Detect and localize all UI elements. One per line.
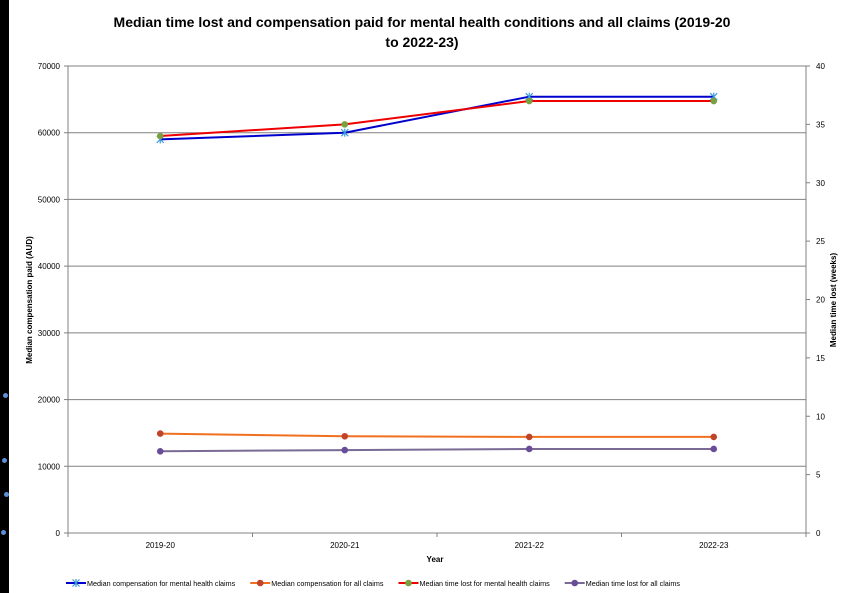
data-point xyxy=(341,432,349,440)
data-point xyxy=(341,121,349,128)
legend-label: Median compensation for all claims xyxy=(271,579,384,588)
chart-title-line-1: Median time lost and compensation paid f… xyxy=(113,14,731,30)
y-axis-label-right: Median time lost (weeks) xyxy=(829,253,838,348)
left-axis-tick-label: 0 xyxy=(56,529,61,538)
right-axis-tick-label: 0 xyxy=(816,529,821,538)
data-point xyxy=(525,445,533,453)
chart-title-line-2: to 2022-23) xyxy=(385,34,459,50)
left-axis-tick-label: 60000 xyxy=(38,129,61,138)
decor-dot xyxy=(2,458,7,463)
x-axis-ticks: 2019-20 2020-21 2021-22 2022-23 xyxy=(67,533,807,550)
legend-item: Median compensation for mental health cl… xyxy=(66,579,236,588)
series-1 xyxy=(156,430,718,441)
decor-dot xyxy=(3,393,8,398)
data-point xyxy=(156,132,164,140)
legend-item: Median compensation for all claims xyxy=(250,579,384,588)
data-point xyxy=(710,433,718,441)
right-axis-tick-label: 25 xyxy=(816,237,825,246)
x-axis-tick-label: 2021-22 xyxy=(515,541,545,550)
series-group xyxy=(156,92,718,455)
y-axis-label-left: Median compensation paid (AUD) xyxy=(25,236,34,364)
left-axis-ticks: 0 10000 20000 30000 40000 50000 60000 70000 xyxy=(38,62,68,538)
data-point xyxy=(710,97,718,105)
left-axis-tick-label: 40000 xyxy=(38,262,61,271)
legend-item: Median time lost for mental health claim… xyxy=(398,579,550,588)
right-axis-tick-label: 40 xyxy=(816,62,825,71)
series-2 xyxy=(156,97,718,140)
right-axis-tick-label: 35 xyxy=(816,120,825,129)
series-line xyxy=(160,447,714,453)
left-axis-tick-label: 10000 xyxy=(38,462,61,471)
x-axis-tick-label: 2019-20 xyxy=(146,541,176,550)
data-point xyxy=(340,128,349,137)
left-axis-tick-label: 50000 xyxy=(38,195,61,204)
axes xyxy=(67,65,807,534)
data-point xyxy=(156,447,164,455)
legend-label: Median time lost for all claims xyxy=(586,579,681,588)
gridlines xyxy=(68,65,806,467)
left-axis-tick-label: 20000 xyxy=(38,396,61,405)
legend: Median compensation for mental health cl… xyxy=(66,579,680,588)
series-3 xyxy=(156,445,718,455)
right-axis-tick-label: 15 xyxy=(816,354,825,363)
right-axis-tick-label: 20 xyxy=(816,296,825,305)
series-line xyxy=(160,100,714,138)
right-axis-tick-label: 10 xyxy=(816,412,825,421)
legend-label: Median time lost for mental health claim… xyxy=(419,579,550,588)
chart-title: Median time lost and compensation paid f… xyxy=(0,12,844,52)
series-line xyxy=(160,95,714,141)
right-axis-tick-label: 30 xyxy=(816,179,825,188)
right-axis-tick-label: 5 xyxy=(816,471,821,480)
series-line xyxy=(160,432,714,438)
left-axis-tick-label: 70000 xyxy=(38,62,61,71)
decor-dot xyxy=(1,530,6,535)
legend-marker xyxy=(72,579,80,587)
x-axis-tick-label: 2020-21 xyxy=(330,541,360,550)
legend-marker xyxy=(256,579,264,587)
data-point xyxy=(710,445,718,453)
right-axis-ticks: 0 5 10 15 20 25 30 35 40 xyxy=(806,62,825,538)
decor-dot xyxy=(4,492,9,497)
x-axis-label: Year xyxy=(427,555,444,564)
chart-panel xyxy=(9,0,844,593)
data-point xyxy=(156,430,164,437)
legend-marker xyxy=(571,579,579,587)
data-point xyxy=(341,446,349,454)
x-axis-tick-label: 2022-23 xyxy=(699,541,729,550)
legend-item: Median time lost for all claims xyxy=(564,579,681,588)
legend-marker xyxy=(405,579,412,587)
legend-label: Median compensation for mental health cl… xyxy=(87,579,236,588)
data-point xyxy=(525,97,533,105)
left-axis-tick-label: 30000 xyxy=(38,329,61,338)
data-point xyxy=(525,433,533,441)
